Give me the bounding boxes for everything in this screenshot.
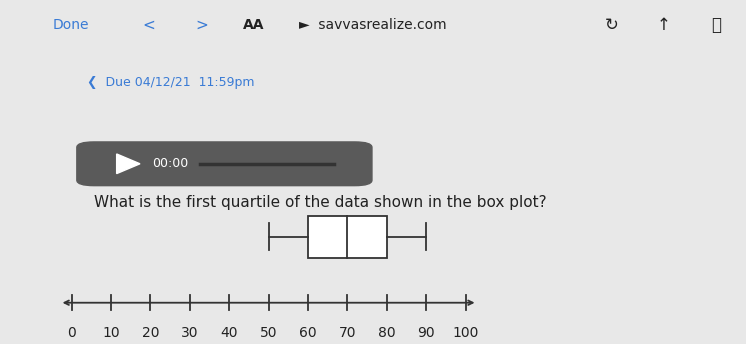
Text: <: <	[142, 17, 156, 32]
Text: 80: 80	[378, 326, 395, 340]
Text: 10: 10	[102, 326, 119, 340]
Text: 30: 30	[181, 326, 198, 340]
Text: 90: 90	[418, 326, 435, 340]
Text: >: >	[195, 17, 208, 32]
Text: 0: 0	[67, 326, 76, 340]
Text: ❮  Due 04/12/21  11:59pm: ❮ Due 04/12/21 11:59pm	[87, 76, 254, 89]
Text: 40: 40	[220, 326, 238, 340]
Bar	[308, 216, 386, 258]
Text: 70: 70	[339, 326, 356, 340]
Text: 60: 60	[299, 326, 317, 340]
Polygon shape	[116, 154, 140, 174]
Text: 20: 20	[142, 326, 159, 340]
Text: ►  savvasrealize.com: ► savvasrealize.com	[299, 18, 447, 32]
Text: 100: 100	[452, 326, 479, 340]
Text: ⦾: ⦾	[711, 16, 721, 34]
Text: ↑: ↑	[657, 16, 671, 34]
Text: ↻: ↻	[605, 16, 618, 34]
Text: 50: 50	[260, 326, 278, 340]
Text: Done: Done	[52, 18, 89, 32]
Text: 00:00: 00:00	[152, 157, 189, 170]
FancyBboxPatch shape	[77, 142, 372, 186]
Text: What is the first quartile of the data shown in the box plot?: What is the first quartile of the data s…	[94, 195, 547, 211]
Text: AA: AA	[243, 18, 264, 32]
